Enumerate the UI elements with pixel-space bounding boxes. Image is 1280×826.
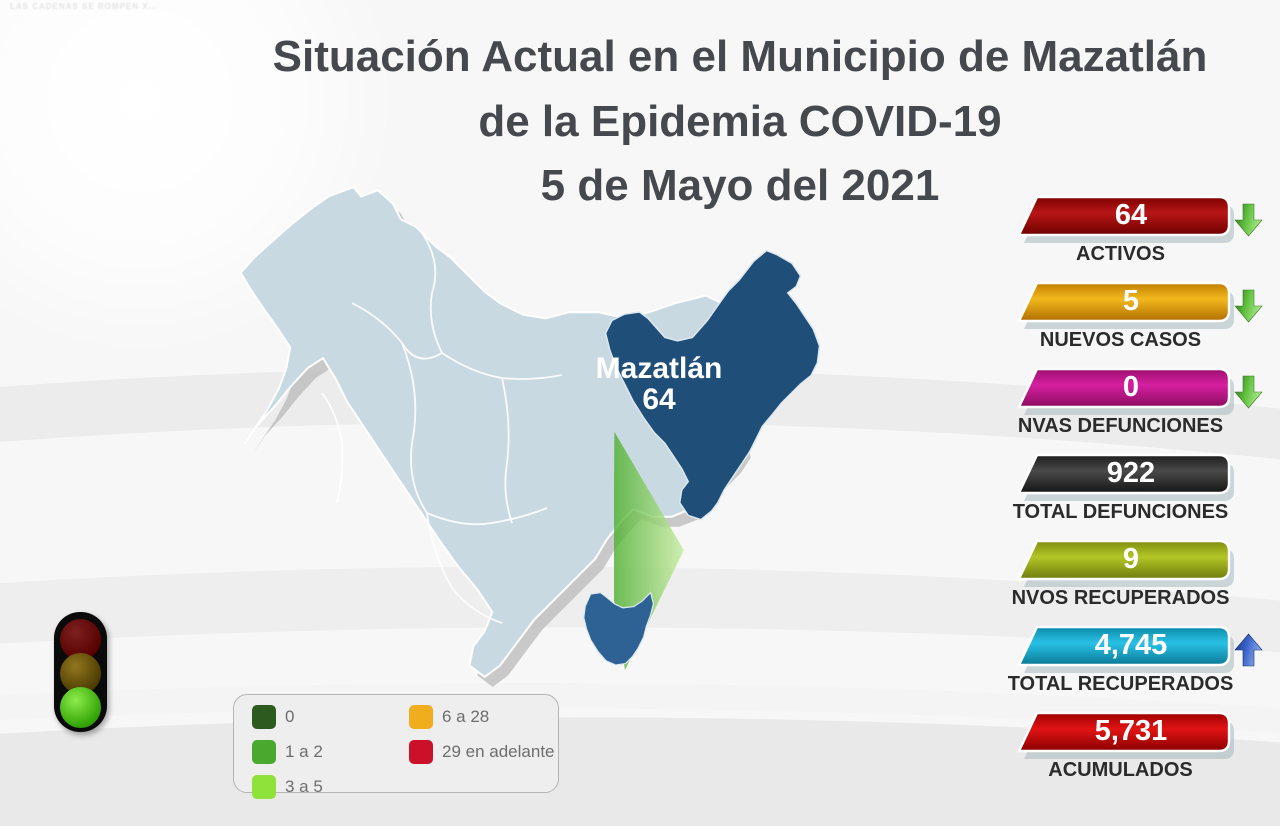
svg-text:9: 9 [1123,543,1139,575]
svg-text:922: 922 [1107,457,1155,489]
svg-text:Mazatlán: Mazatlán [596,352,723,385]
svg-text:5: 5 [1123,285,1139,317]
svg-text:64: 64 [642,383,676,416]
svg-text:64: 64 [1115,199,1147,231]
svg-text:4,745: 4,745 [1095,629,1168,661]
svg-text:5,731: 5,731 [1095,715,1168,747]
svg-text:0: 0 [1123,371,1139,403]
